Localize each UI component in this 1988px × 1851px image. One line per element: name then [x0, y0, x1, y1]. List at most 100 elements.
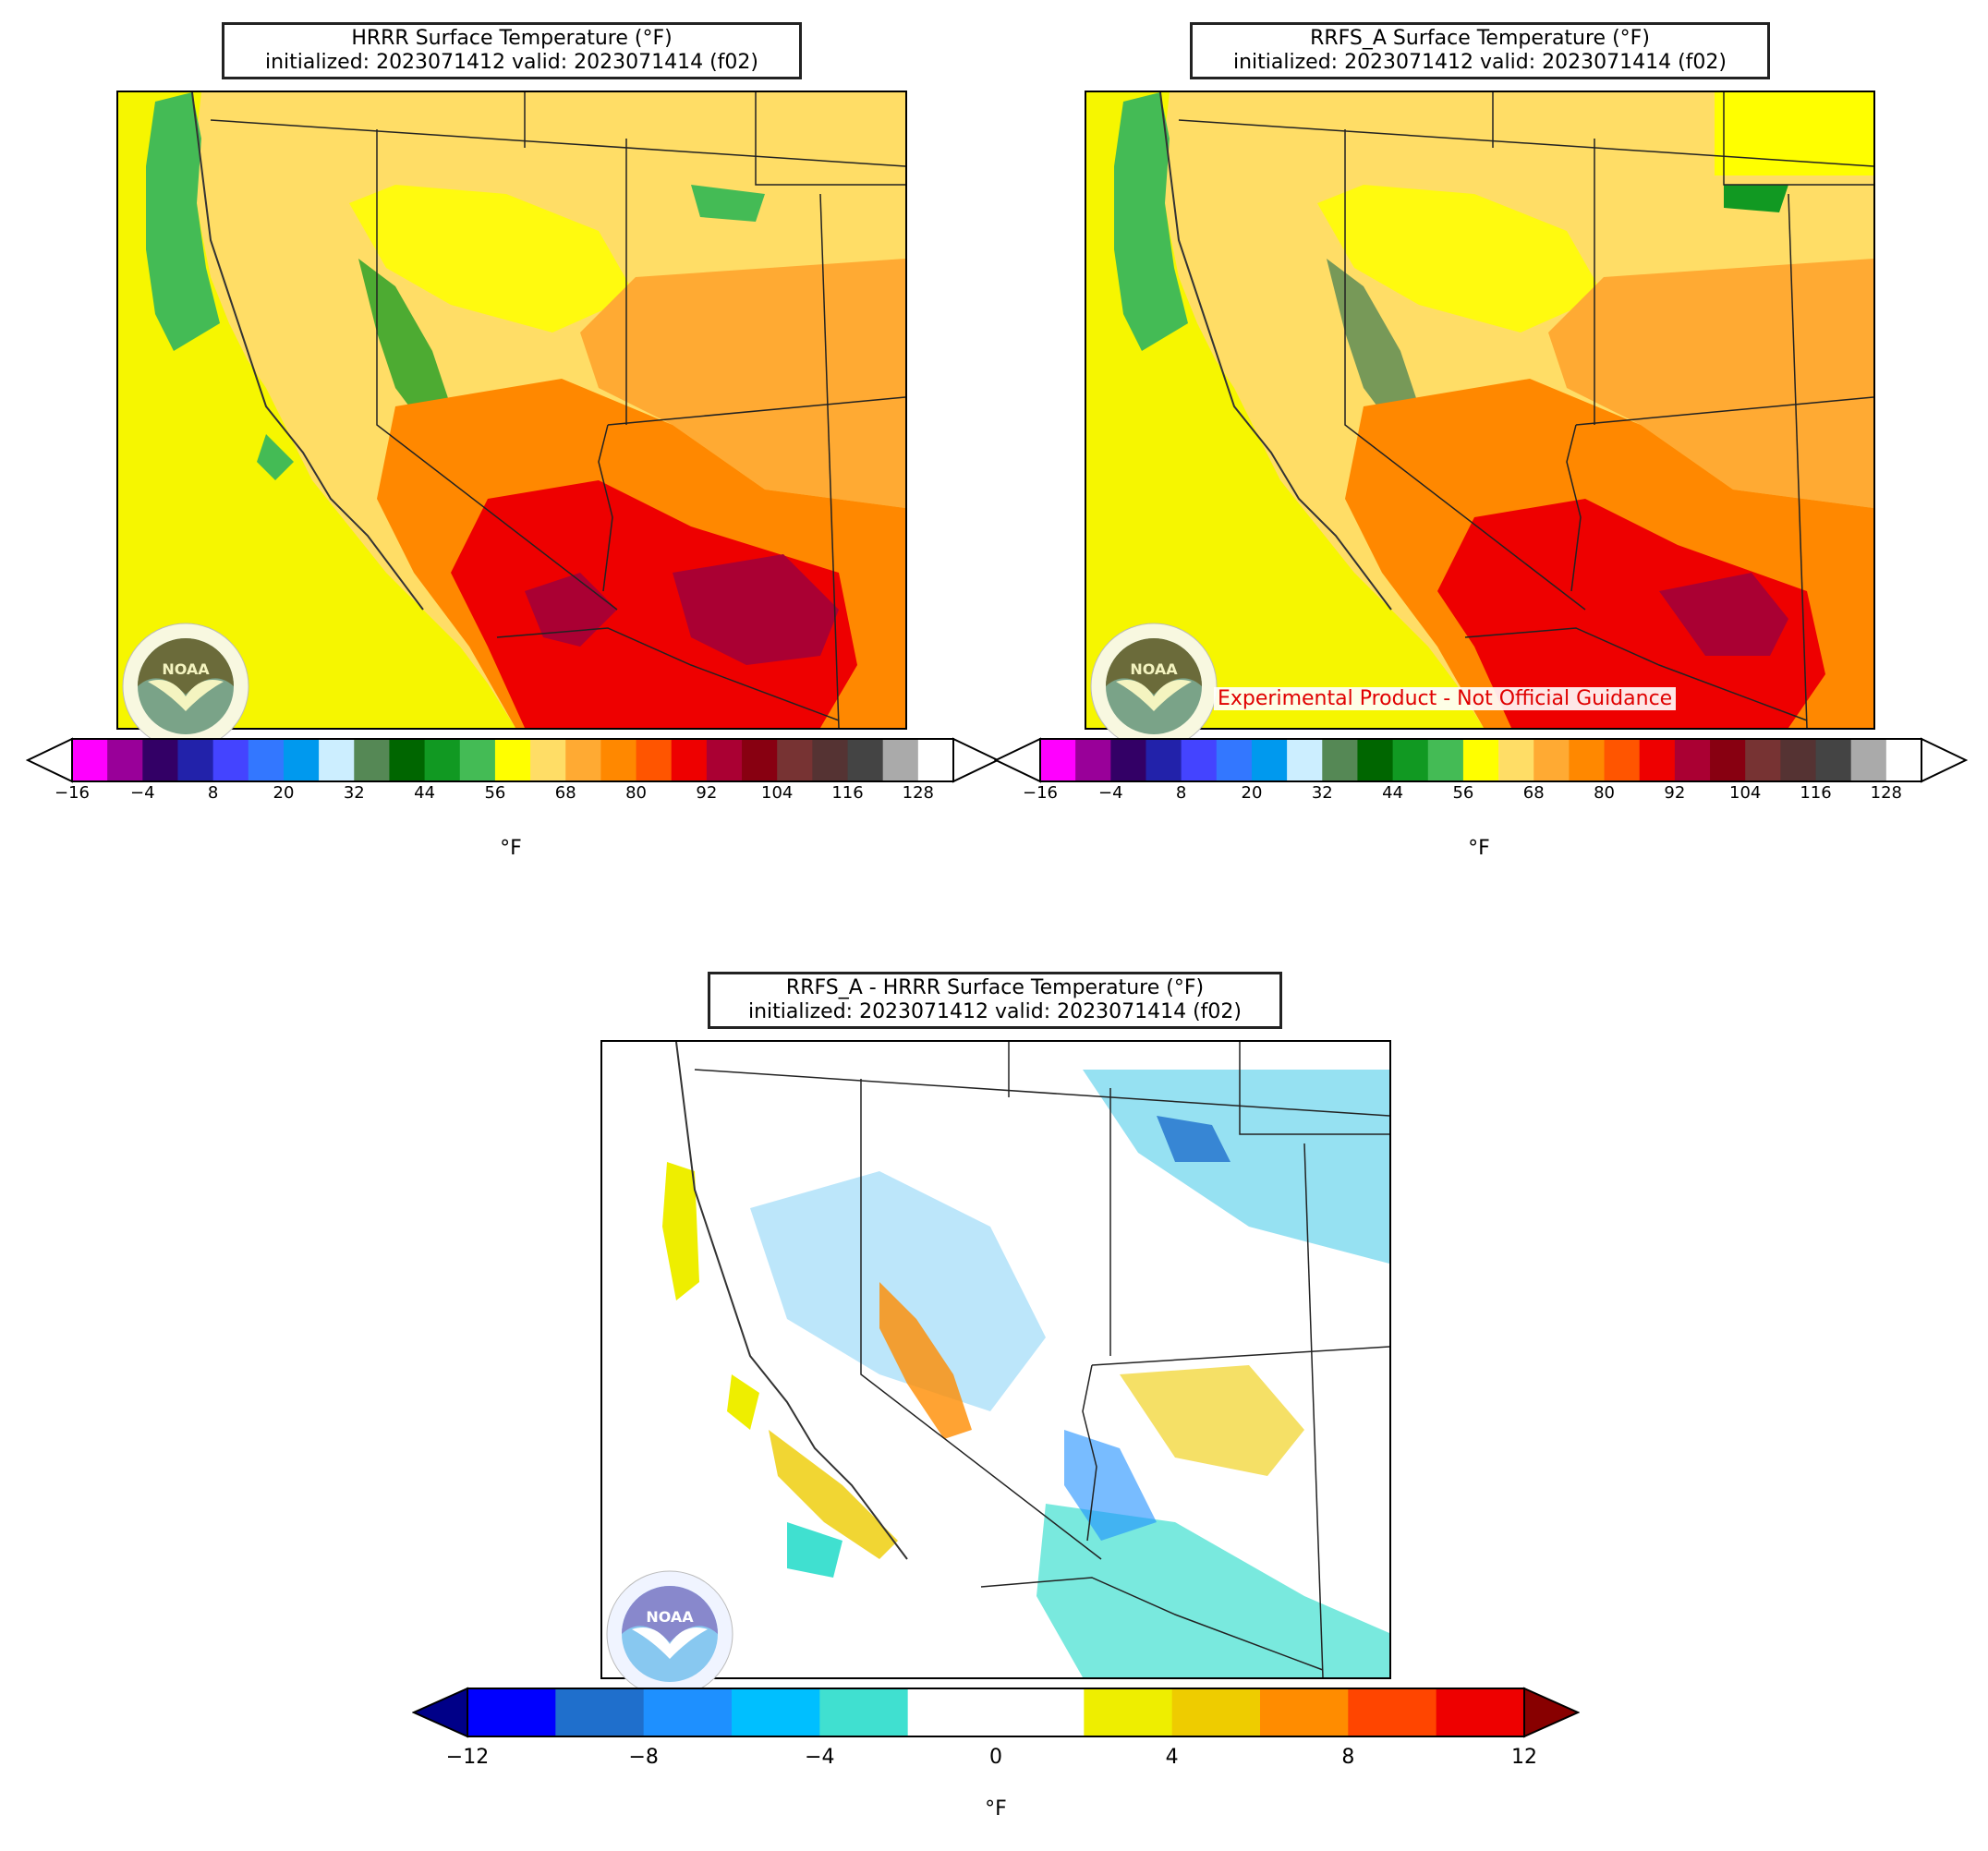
rrfs-title: RRFS_A Surface Temperature (°F) initiali… — [1190, 22, 1770, 79]
hrrr-colorbar-color-cell — [742, 739, 778, 781]
hrrr-colorbar-color-cell — [248, 739, 285, 781]
rrfs-colorbar-color-cell — [1780, 739, 1817, 781]
diff-colorbar-tick-label: 4 — [1165, 1746, 1179, 1769]
rrfs-colorbar-color-cell — [1533, 739, 1570, 781]
rrfs-colorbar-color-cell — [1251, 739, 1288, 781]
hrrr-colorbar-tick-label: 44 — [414, 783, 436, 803]
diff-colorbar-unit: °F — [985, 1797, 1007, 1821]
noaa-logo-text: NOAA — [162, 660, 210, 678]
hrrr-colorbar-tick-label: 116 — [831, 783, 864, 803]
diff-colorbar-tick-label: 0 — [989, 1746, 1002, 1769]
hrrr-colorbar-color-cell — [319, 739, 355, 781]
hrrr-colorbar-unit: °F — [500, 837, 522, 860]
hrrr-colorbar-tick-label: 32 — [343, 783, 365, 803]
hrrr-colorbar-color-cell — [177, 739, 214, 781]
hrrr-colorbar-tick-label: 56 — [484, 783, 506, 803]
diff-colorbar-color-cell — [819, 1688, 909, 1736]
hrrr-colorbar-tick-label: 128 — [902, 783, 934, 803]
hrrr-colorbar-color-cell — [283, 739, 320, 781]
diff-colorbar-tick-label: −8 — [628, 1746, 659, 1769]
rrfs-colorbar-color-cell — [1287, 739, 1323, 781]
diff-colorbar-ticks: −12 −8 −4 0 4 8 12 — [446, 1746, 1537, 1773]
rrfs-colorbar-tick-label: 32 — [1311, 783, 1333, 803]
rrfs-colorbar-color-cell — [1850, 739, 1887, 781]
hrrr-colorbar-color-cell — [671, 739, 708, 781]
rrfs-colorbar-color-cell — [1040, 739, 1076, 781]
rrfs-colorbar-tick-label: 20 — [1241, 783, 1263, 803]
rrfs-colorbar-color-cell — [1885, 739, 1922, 781]
rrfs-colorbar-color-cell — [1110, 739, 1146, 781]
diff-colorbar-tick-label: −12 — [445, 1746, 490, 1769]
diff-colorbar-color-cell — [467, 1688, 556, 1736]
hrrr-title-line2: initialized: 2023071412 valid: 202307141… — [265, 51, 758, 74]
rrfs-colorbar-tick-label: 68 — [1522, 783, 1545, 803]
diff-colorbar-color-cell — [907, 1688, 997, 1736]
noaa-logo-rrfs: NOAA — [1090, 623, 1218, 750]
rrfs-colorbar-tick-label: 8 — [1175, 783, 1187, 803]
hrrr-colorbar-tick-label: 92 — [696, 783, 718, 803]
hrrr-colorbar-tick-label: 104 — [761, 783, 794, 803]
hrrr-colorbar-color-cell — [212, 739, 249, 781]
diff-colorbar-color-cell — [1171, 1688, 1261, 1736]
hrrr-colorbar-color-cell — [494, 739, 531, 781]
rrfs-colorbar-tick-label: 128 — [1870, 783, 1902, 803]
diff-colorbar-color-cell — [732, 1688, 820, 1736]
hrrr-colorbar-tick-label: −16 — [55, 783, 90, 803]
rrfs-colorbar-ticks: −16 −4 8 20 32 44 56 68 80 92 104 116 128 — [1023, 783, 1918, 811]
rrfs-colorbar-color-cell — [1604, 739, 1641, 781]
hrrr-colorbar-color-cell — [389, 739, 426, 781]
hrrr-colorbar-color-cell — [636, 739, 673, 781]
diff-title: RRFS_A - HRRR Surface Temperature (°F) i… — [708, 972, 1282, 1029]
rrfs-colorbar-color-cell — [1357, 739, 1394, 781]
diff-colorbar-color-cell — [643, 1688, 733, 1736]
rrfs-temperature-map — [1085, 91, 1875, 730]
hrrr-colorbar-tick-label: 68 — [554, 783, 576, 803]
rrfs-colorbar-color-cell — [1146, 739, 1182, 781]
noaa-logo-diff: NOAA — [606, 1570, 733, 1698]
rrfs-colorbar-color-cell — [1462, 739, 1499, 781]
diff-colorbar-color-cell — [1260, 1688, 1349, 1736]
hrrr-colorbar-color-cell — [424, 739, 461, 781]
rrfs-colorbar-tick-label: 116 — [1800, 783, 1832, 803]
rrfs-colorbar-color-cell — [1392, 739, 1429, 781]
diff-colorbar-tick-label: 12 — [1511, 1746, 1537, 1769]
rrfs-colorbar-tick-label: −4 — [1098, 783, 1123, 803]
rrfs-colorbar-tick-label: 104 — [1729, 783, 1762, 803]
rrfs-colorbar-color-cell — [1075, 739, 1111, 781]
hrrr-colorbar-tick-label: 80 — [625, 783, 647, 803]
diff-title-line1: RRFS_A - HRRR Surface Temperature (°F) — [785, 976, 1205, 999]
diff-colorbar-color-cell — [996, 1688, 1085, 1736]
rrfs-colorbar-color-cell — [1710, 739, 1746, 781]
diff-colorbar-color-cell — [1348, 1688, 1437, 1736]
diff-colorbar-tick-label: 8 — [1341, 1746, 1355, 1769]
rrfs-colorbar-color-cell — [1322, 739, 1358, 781]
rrfs-colorbar-color-cell — [1674, 739, 1711, 781]
diff-colorbar-color-cell — [1084, 1688, 1173, 1736]
hrrr-colorbar-ticks: −16 −4 8 20 32 44 56 68 80 92 104 116 128 — [55, 783, 950, 811]
hrrr-colorbar-color-cell — [706, 739, 743, 781]
hrrr-colorbar-color-cell — [459, 739, 496, 781]
hrrr-colorbar-color-cell — [600, 739, 637, 781]
diff-colorbar-tick-label: −4 — [805, 1746, 835, 1769]
diff-colorbar — [412, 1687, 1580, 1738]
rrfs-title-line1: RRFS_A Surface Temperature (°F) — [1310, 27, 1650, 50]
experimental-watermark: Experimental Product - Not Official Guid… — [1214, 687, 1677, 710]
rrfs-colorbar-color-cell — [1815, 739, 1852, 781]
hrrr-colorbar — [26, 737, 1000, 783]
hrrr-colorbar-color-cell — [565, 739, 601, 781]
rrfs-colorbar-color-cell — [1216, 739, 1253, 781]
rrfs-colorbar-color-cell — [1427, 739, 1464, 781]
hrrr-title-line1: HRRR Surface Temperature (°F) — [351, 27, 673, 50]
rrfs-colorbar-tick-label: −16 — [1023, 783, 1058, 803]
hrrr-colorbar-color-cell — [777, 739, 813, 781]
rrfs-colorbar-color-cell — [1498, 739, 1534, 781]
rrfs-colorbar-tick-label: 92 — [1664, 783, 1686, 803]
rrfs-colorbar-color-cell — [1745, 739, 1781, 781]
rrfs-colorbar-tick-label: 44 — [1382, 783, 1404, 803]
hrrr-colorbar-color-cell — [882, 739, 919, 781]
rrfs-colorbar — [994, 737, 1968, 783]
hrrr-colorbar-tick-label: −4 — [130, 783, 155, 803]
hrrr-title: HRRR Surface Temperature (°F) initialize… — [222, 22, 802, 79]
hrrr-colorbar-color-cell — [142, 739, 178, 781]
hrrr-colorbar-color-cell — [847, 739, 884, 781]
